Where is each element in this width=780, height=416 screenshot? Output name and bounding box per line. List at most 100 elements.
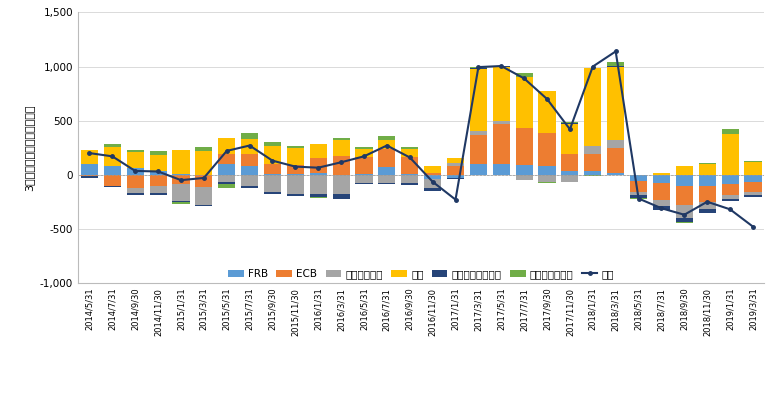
Bar [653, 183, 670, 200]
Bar [332, 139, 349, 140]
Bar [401, 175, 418, 183]
Bar [195, 175, 212, 187]
Bar [378, 183, 395, 184]
Bar [332, 175, 349, 194]
Bar [607, 66, 624, 67]
Bar [424, 166, 441, 173]
Bar [378, 175, 395, 183]
Bar [675, 218, 693, 222]
Bar [356, 173, 373, 175]
Bar [150, 155, 167, 171]
Bar [630, 181, 647, 192]
Bar [447, 178, 464, 179]
Bar [126, 168, 144, 175]
Bar [172, 150, 190, 174]
Bar [104, 144, 121, 146]
Bar [126, 193, 144, 195]
Bar [310, 173, 327, 175]
Bar [653, 173, 670, 175]
Bar [401, 157, 418, 173]
Bar [653, 175, 670, 183]
Bar [81, 175, 98, 176]
Bar [538, 166, 555, 175]
Bar [470, 131, 487, 135]
Bar [332, 156, 349, 175]
Bar [744, 182, 761, 192]
Bar [172, 201, 190, 202]
Bar [470, 68, 487, 69]
Bar [287, 175, 304, 194]
Bar [744, 175, 761, 182]
Bar [584, 146, 601, 154]
Bar [722, 134, 739, 175]
Bar [447, 163, 464, 166]
Bar [722, 175, 739, 184]
Bar [447, 166, 464, 175]
Bar [401, 149, 418, 157]
Bar [562, 124, 579, 154]
Bar [104, 175, 121, 186]
Bar [630, 195, 647, 198]
Bar [195, 151, 212, 175]
Bar [538, 91, 555, 92]
Bar [607, 140, 624, 148]
Bar [287, 165, 304, 173]
Bar [470, 69, 487, 131]
Bar [172, 174, 190, 175]
Bar [218, 182, 236, 184]
Bar [104, 146, 121, 166]
Bar [653, 200, 670, 206]
Bar [218, 184, 236, 188]
Bar [287, 194, 304, 196]
Y-axis label: 3カ月の増減（十億米ドル）: 3カ月の増減（十億米ドル） [24, 104, 34, 191]
Bar [332, 194, 349, 198]
Bar [356, 146, 373, 149]
Bar [264, 146, 281, 164]
Bar [744, 192, 761, 195]
Bar [699, 175, 716, 186]
Bar [675, 205, 693, 218]
Bar [378, 140, 395, 149]
Bar [607, 62, 624, 66]
Bar [241, 175, 258, 186]
Bar [150, 171, 167, 175]
Bar [126, 175, 144, 188]
Bar [81, 164, 98, 175]
Bar [584, 68, 601, 146]
Bar [264, 142, 281, 146]
Bar [493, 124, 510, 164]
Bar [104, 166, 121, 175]
Bar [699, 202, 716, 209]
Bar [195, 187, 212, 205]
Bar [195, 146, 212, 151]
Bar [264, 173, 281, 175]
Bar [241, 166, 258, 175]
Bar [516, 165, 533, 175]
Bar [424, 188, 441, 191]
Bar [150, 151, 167, 155]
Bar [722, 195, 739, 198]
Bar [516, 77, 533, 128]
Bar [264, 192, 281, 193]
Bar [447, 175, 464, 178]
Bar [630, 192, 647, 195]
Bar [607, 67, 624, 140]
Bar [584, 154, 601, 171]
Bar [356, 175, 373, 183]
Bar [378, 167, 395, 175]
Bar [538, 92, 555, 133]
Bar [722, 198, 739, 201]
Bar [81, 150, 98, 164]
Bar [699, 163, 716, 164]
Bar [424, 173, 441, 175]
Bar [264, 175, 281, 192]
Bar [562, 122, 579, 123]
Bar [584, 171, 601, 175]
Bar [287, 146, 304, 148]
Bar [378, 136, 395, 140]
Bar [562, 175, 579, 182]
Bar [126, 150, 144, 152]
Bar [516, 175, 533, 180]
Bar [744, 162, 761, 175]
Bar [150, 175, 167, 186]
